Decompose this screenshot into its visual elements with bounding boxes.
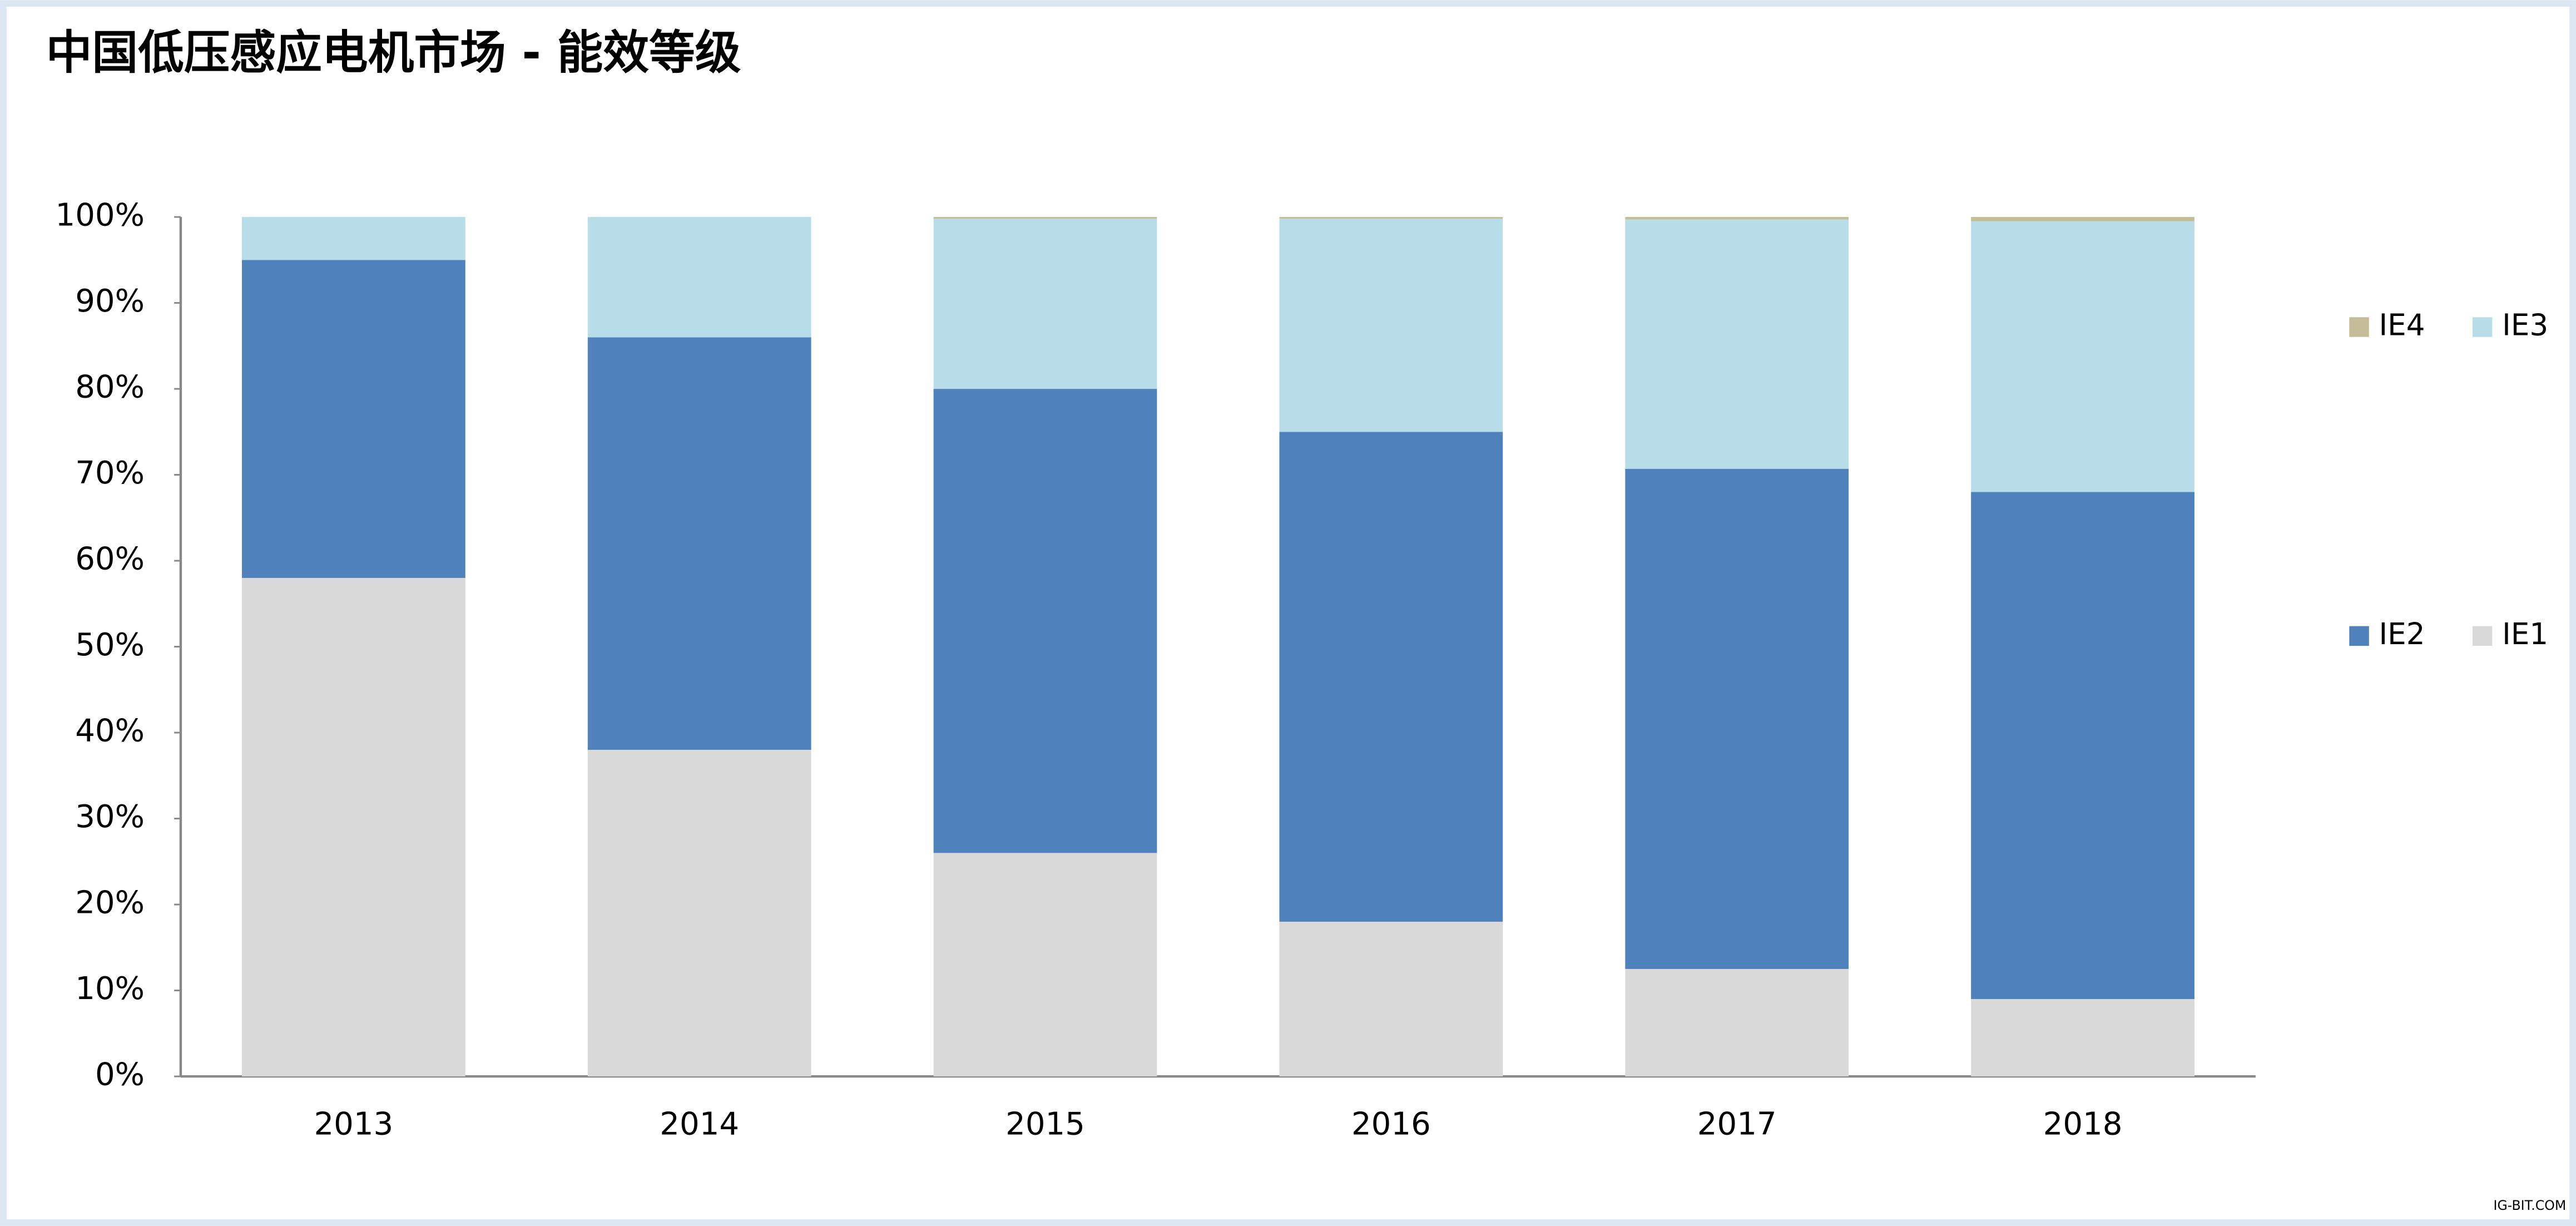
bar-segment <box>1971 492 2194 1000</box>
y-tick-label: 20% <box>75 885 145 921</box>
legend-swatch <box>2472 317 2493 337</box>
y-tick-label: 60% <box>75 541 145 577</box>
chart-title: 中国低压感应电机市场 - 能效等级 <box>46 26 741 80</box>
bar-segment <box>1625 468 1849 969</box>
bar-segment <box>1279 217 1503 219</box>
bar-segment <box>933 217 1157 219</box>
bar-segment <box>1625 217 1849 220</box>
bar-segment <box>241 577 465 1077</box>
y-tick-label: 100% <box>56 197 145 234</box>
y-tick-label: 10% <box>75 971 145 1007</box>
bar-segment <box>587 337 811 750</box>
bar-segment <box>933 219 1157 389</box>
bar-segment <box>1625 219 1849 469</box>
bar-segment <box>587 217 811 338</box>
bar-segment <box>1971 217 2194 221</box>
x-tick-label: 2013 <box>314 1106 393 1142</box>
legend-label: IE2 <box>2379 617 2425 651</box>
bar-segment <box>587 749 811 1077</box>
y-tick-label: 0% <box>95 1057 145 1093</box>
legend-label: IE3 <box>2502 308 2548 343</box>
legend-label: IE4 <box>2379 308 2425 343</box>
watermark: IG-BIT.COM <box>2494 1198 2567 1213</box>
bar-segment <box>1625 968 1849 1077</box>
bar-segment <box>933 853 1157 1077</box>
bar-segment <box>1279 219 1503 432</box>
legend-swatch <box>2349 317 2369 337</box>
y-tick-label: 80% <box>75 369 145 406</box>
bar-segment <box>1971 999 2194 1077</box>
y-tick-label: 70% <box>75 455 145 491</box>
x-tick-label: 2014 <box>660 1106 739 1142</box>
x-tick-label: 2018 <box>2043 1106 2123 1142</box>
x-tick-label: 2016 <box>1351 1106 1431 1142</box>
x-tick-label: 2017 <box>1697 1106 1777 1142</box>
bar-segment <box>1279 432 1503 922</box>
bar-segment <box>241 217 465 260</box>
bar-segment <box>241 260 465 578</box>
x-tick-label: 2015 <box>1005 1106 1085 1142</box>
y-tick-label: 30% <box>75 799 145 835</box>
legend-label: IE1 <box>2502 617 2548 651</box>
legend-swatch <box>2349 626 2369 646</box>
bar-segment <box>1279 921 1503 1077</box>
y-tick-label: 50% <box>75 627 145 663</box>
y-tick-label: 40% <box>75 713 145 749</box>
legend-swatch <box>2472 626 2493 646</box>
bar-segment <box>933 389 1157 853</box>
y-tick-label: 90% <box>75 283 145 319</box>
bar-segment <box>1971 221 2194 492</box>
